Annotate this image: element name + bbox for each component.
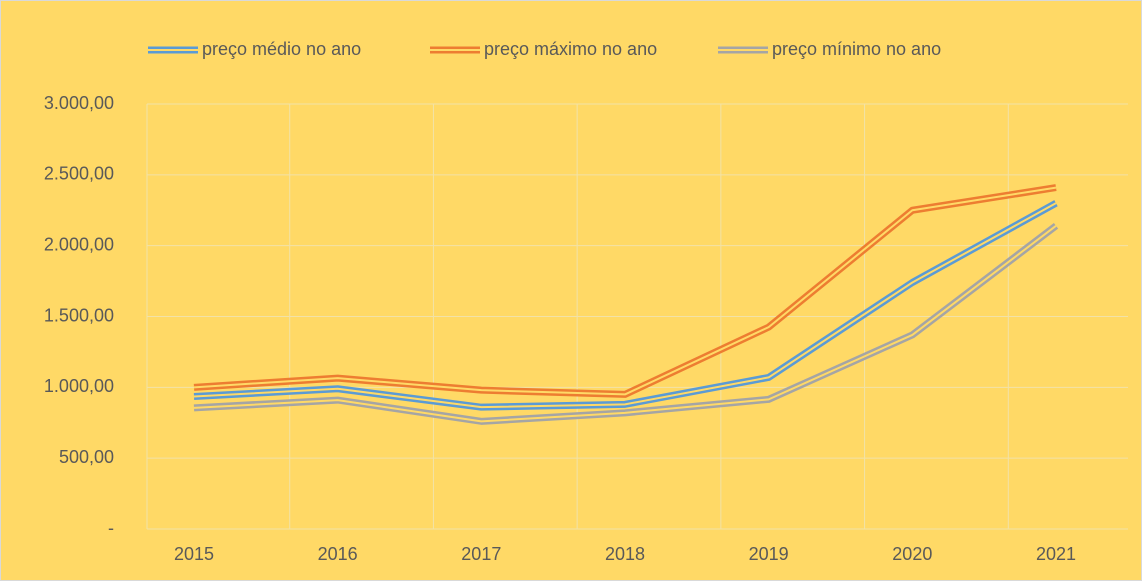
x-tick-label: 2015 bbox=[174, 544, 214, 564]
x-tick-label: 2018 bbox=[605, 544, 645, 564]
y-tick-label: 2.000,00 bbox=[44, 234, 114, 254]
y-tick-label: 2.500,00 bbox=[44, 164, 114, 184]
series-line-inner bbox=[193, 202, 1057, 409]
legend-label: preço médio no ano bbox=[202, 39, 361, 59]
series-line-inner bbox=[193, 225, 1057, 423]
x-tick-label: 2021 bbox=[1036, 544, 1076, 564]
y-tick-label: 500,00 bbox=[59, 447, 114, 467]
x-tick-label: 2016 bbox=[318, 544, 358, 564]
series-line-inner bbox=[193, 186, 1057, 396]
x-tick-label: 2017 bbox=[461, 544, 501, 564]
y-tick-label: 1.000,00 bbox=[44, 376, 114, 396]
y-tick-label: - bbox=[108, 518, 114, 538]
y-tick-label: 3.000,00 bbox=[44, 93, 114, 113]
legend-label: preço máximo no ano bbox=[484, 39, 657, 59]
x-tick-label: 2019 bbox=[749, 544, 789, 564]
x-tick-label: 2020 bbox=[892, 544, 932, 564]
y-tick-label: 1.500,00 bbox=[44, 305, 114, 325]
legend-label: preço mínimo no ano bbox=[772, 39, 941, 59]
